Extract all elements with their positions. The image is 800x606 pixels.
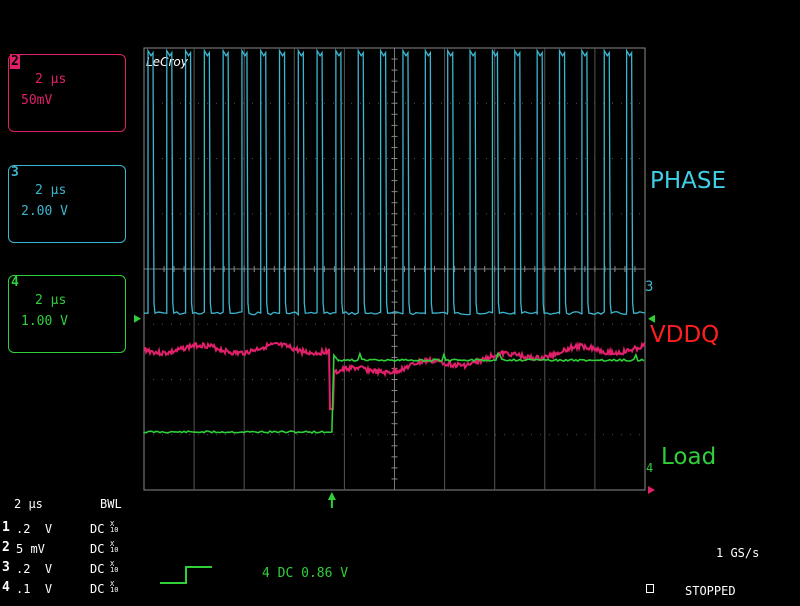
- status-icon: [646, 584, 654, 593]
- channel-2-box[interactable]: 2 2 μs 50mV: [8, 54, 126, 132]
- footer-timebase: 2 μs: [14, 497, 43, 511]
- channel-3-timebase: 2 μs: [35, 183, 67, 198]
- ch2-level-marker: [648, 486, 655, 494]
- row-2-scale: 5 mV: [16, 542, 45, 556]
- left-trigger-level-marker: [134, 314, 141, 323]
- row-3-probe-x: X: [110, 559, 115, 568]
- channel-4-number: 4: [11, 275, 19, 290]
- row-1-number: 1: [2, 520, 10, 535]
- channel-3-scale: 2.00 V: [21, 204, 68, 219]
- trace-phase: [143, 48, 646, 317]
- channel-2-timebase: 2 μs: [35, 72, 67, 87]
- row-2-probe-10: 10: [110, 545, 119, 554]
- row-3-coupling: DC: [90, 562, 105, 576]
- row-2-number: 2: [2, 540, 10, 555]
- markers: [134, 314, 655, 508]
- channel-4-box[interactable]: 4 2 μs 1.00 V: [8, 275, 126, 353]
- channel-3-box[interactable]: 3 2 μs 2.00 V: [8, 165, 126, 243]
- trigger-time-marker: [327, 492, 336, 500]
- channel-2-scale: 50mV: [21, 93, 53, 108]
- trace-load: [143, 351, 645, 434]
- row-3-number: 3: [2, 560, 10, 575]
- row-1-probe-x: X: [110, 519, 115, 528]
- row-2-probe-x: X: [110, 539, 115, 548]
- trigger-setting: 4 DC 0.86 V: [262, 566, 349, 581]
- row-2-coupling: DC: [90, 542, 105, 556]
- row-3-scale: .2 V: [16, 562, 53, 576]
- row-4-probe-x: X: [110, 579, 115, 588]
- footer-bwl: BWL: [100, 497, 122, 511]
- ch4-level-marker: 4: [646, 461, 653, 475]
- channel-4-timebase: 2 μs: [35, 293, 67, 308]
- ch3-level-marker: 3: [645, 279, 653, 295]
- row-3-probe-10: 10: [110, 565, 119, 574]
- channel-2-number: 2: [10, 54, 20, 69]
- label-phase: PHASE: [650, 168, 727, 194]
- acquisition-status: STOPPED: [685, 584, 736, 598]
- label-load: Load: [661, 444, 717, 470]
- channel-3-number: 3: [11, 165, 19, 180]
- row-4-coupling: DC: [90, 582, 105, 596]
- trace-vddq: [143, 341, 646, 411]
- grid: [143, 47, 646, 491]
- label-vddq: VDDQ: [650, 322, 720, 348]
- row-1-scale: .2 V: [16, 522, 53, 536]
- right-trigger-level-marker: [648, 314, 655, 323]
- row-1-coupling: DC: [90, 522, 105, 536]
- row-1-probe-10: 10: [110, 525, 119, 534]
- row-4-probe-10: 10: [110, 585, 119, 594]
- sample-rate: 1 GS/s: [716, 546, 760, 560]
- row-4-number: 4: [2, 580, 10, 595]
- row-4-scale: .1 V: [16, 582, 53, 596]
- channel-4-scale: 1.00 V: [21, 314, 68, 329]
